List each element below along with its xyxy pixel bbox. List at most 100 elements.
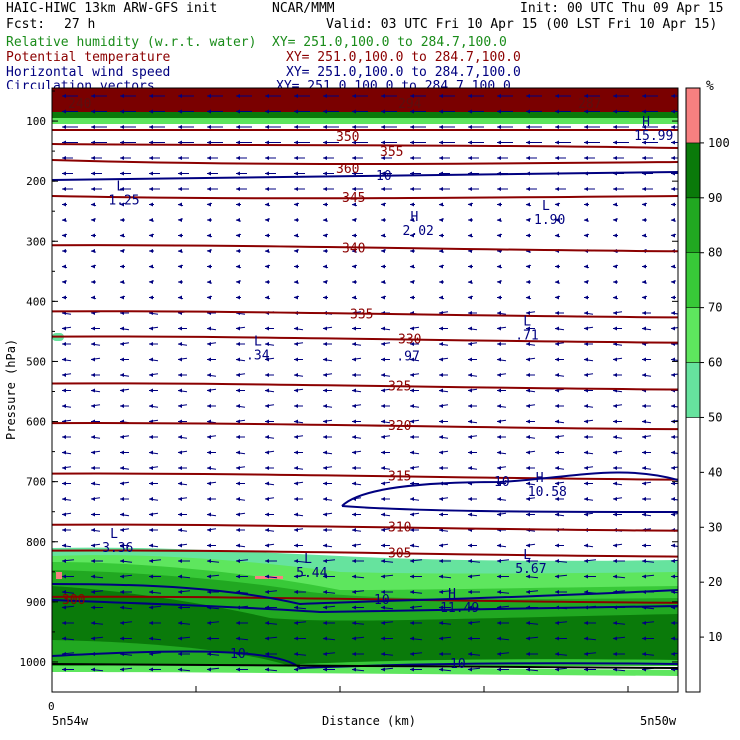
circulation-vector-arrow bbox=[438, 357, 449, 362]
extremum-marker: H bbox=[642, 115, 650, 130]
circulation-vector-arrow bbox=[613, 419, 622, 424]
circulation-vector-arrow bbox=[236, 171, 247, 176]
circulation-vector-arrow bbox=[236, 667, 248, 672]
circulation-vector-arrow bbox=[322, 264, 329, 269]
circulation-vector-arrow bbox=[149, 621, 161, 625]
valid-label: Valid: 03 UTC Fri 10 Apr 15 (00 LST Fri … bbox=[326, 17, 718, 32]
circulation-vector-arrow bbox=[294, 94, 310, 98]
circulation-vector-arrow bbox=[119, 512, 130, 517]
circulation-vector-arrow bbox=[555, 497, 564, 501]
circulation-vector-arrow bbox=[526, 326, 535, 331]
circulation-vector-arrow bbox=[525, 357, 536, 362]
circulation-vector-arrow bbox=[236, 94, 252, 98]
circulation-vector-arrow bbox=[642, 636, 654, 641]
extremum-value: 3.36 bbox=[102, 541, 133, 556]
circulation-vector-arrow bbox=[264, 528, 275, 532]
wind-contour-label: 10 bbox=[376, 169, 392, 184]
circulation-vector-arrow bbox=[206, 528, 217, 532]
circulation-vector-arrow bbox=[438, 574, 452, 579]
circulation-vector-arrow bbox=[236, 125, 252, 129]
circulation-vector-arrow bbox=[497, 140, 513, 145]
circulation-vector-arrow bbox=[410, 109, 426, 114]
circulation-vector-arrow bbox=[467, 435, 478, 439]
circulation-vector-arrow bbox=[119, 481, 130, 486]
circulation-vector-arrow bbox=[178, 512, 187, 517]
circulation-vector-arrow bbox=[149, 125, 165, 129]
circulation-vector-arrow bbox=[497, 574, 509, 579]
circulation-vector-arrow bbox=[613, 94, 629, 98]
field-theta-xy: XY= 251.0,100.0 to 284.7,100.0 bbox=[286, 50, 521, 65]
circulation-vector-arrow bbox=[381, 140, 397, 145]
circulation-vector-arrow bbox=[120, 218, 125, 222]
circulation-vector-arrow bbox=[351, 621, 365, 625]
circulation-vector-arrow bbox=[525, 636, 539, 641]
circulation-vector-arrow bbox=[380, 652, 394, 656]
circulation-vector-arrow bbox=[496, 559, 510, 563]
circulation-vector-arrow bbox=[381, 171, 392, 176]
circulation-vector-arrow bbox=[439, 605, 451, 610]
circulation-vector-arrow bbox=[322, 450, 333, 455]
circulation-vector-arrow bbox=[525, 342, 536, 346]
circulation-vector-arrow bbox=[90, 388, 101, 393]
circulation-vector-arrow bbox=[235, 357, 246, 362]
circulation-vector-arrow bbox=[322, 404, 333, 408]
circulation-vector-arrow bbox=[583, 652, 597, 656]
circulation-vector-arrow bbox=[148, 543, 159, 548]
circulation-vector-arrow bbox=[206, 280, 213, 284]
circulation-vector-arrow bbox=[351, 388, 362, 393]
circulation-vector-arrow bbox=[352, 187, 363, 191]
extremum-value: 5.67 bbox=[515, 562, 546, 577]
circulation-vector-arrow bbox=[265, 171, 276, 176]
circulation-vector-arrow bbox=[90, 295, 97, 300]
circulation-vector-arrow bbox=[149, 295, 154, 300]
circulation-vector-arrow bbox=[206, 342, 217, 346]
circulation-vector-arrow bbox=[526, 109, 542, 114]
theta-label: 340 bbox=[342, 241, 365, 256]
circulation-vector-arrow bbox=[467, 466, 478, 470]
circulation-vector-arrow bbox=[438, 497, 449, 501]
circulation-vector-arrow bbox=[554, 326, 565, 331]
circulation-vector-arrow bbox=[496, 233, 503, 238]
circulation-vector-arrow bbox=[468, 357, 477, 362]
circulation-vector-arrow bbox=[351, 404, 362, 408]
circulation-vector-arrow bbox=[410, 125, 426, 129]
circulation-vector-arrow bbox=[265, 652, 277, 656]
extremum-value: .71 bbox=[515, 329, 538, 344]
circulation-vector-arrow bbox=[323, 528, 332, 532]
extremum-marker: L bbox=[542, 199, 550, 214]
circulation-vector-arrow bbox=[178, 559, 190, 563]
circulation-vector-arrow bbox=[351, 481, 362, 486]
circulation-vector-arrow bbox=[467, 667, 481, 672]
circulation-vector-arrow bbox=[525, 404, 536, 408]
plot-frame bbox=[51, 87, 679, 693]
circulation-vector-arrow bbox=[178, 326, 187, 331]
colorbar-band bbox=[685, 362, 701, 418]
circulation-vector-arrow bbox=[525, 621, 539, 625]
theta-label: 320 bbox=[388, 419, 411, 434]
circulation-vector-arrow bbox=[90, 528, 101, 532]
circulation-vector-arrow bbox=[207, 94, 223, 98]
circulation-vector-arrow bbox=[467, 326, 478, 331]
circulation-vector-arrow bbox=[497, 621, 509, 625]
circulation-vector-arrow bbox=[119, 280, 126, 284]
circulation-vector-arrow bbox=[119, 559, 133, 563]
circulation-vector-arrow bbox=[526, 125, 542, 129]
circulation-vector-arrow bbox=[236, 574, 248, 579]
theta-label: 330 bbox=[398, 333, 421, 348]
circulation-vector-arrow bbox=[265, 326, 274, 331]
circulation-vector-arrow bbox=[293, 295, 300, 300]
circulation-vector-arrow bbox=[207, 140, 223, 145]
circulation-vector-arrow bbox=[642, 543, 651, 548]
circulation-vector-arrow bbox=[612, 202, 619, 207]
circulation-vector-arrow bbox=[467, 559, 481, 563]
circulation-vector-arrow bbox=[322, 218, 329, 222]
circulation-vector-arrow bbox=[409, 652, 423, 656]
circulation-vector-arrow bbox=[119, 326, 130, 331]
circulation-vector-arrow bbox=[583, 233, 590, 238]
circulation-vector-arrow bbox=[612, 311, 623, 315]
circulation-vector-arrow bbox=[177, 621, 191, 625]
circulation-vector-arrow bbox=[526, 466, 535, 470]
circulation-vector-arrow bbox=[409, 590, 423, 594]
circulation-vector-arrow bbox=[120, 125, 136, 129]
circulation-vector-arrow bbox=[235, 218, 242, 222]
